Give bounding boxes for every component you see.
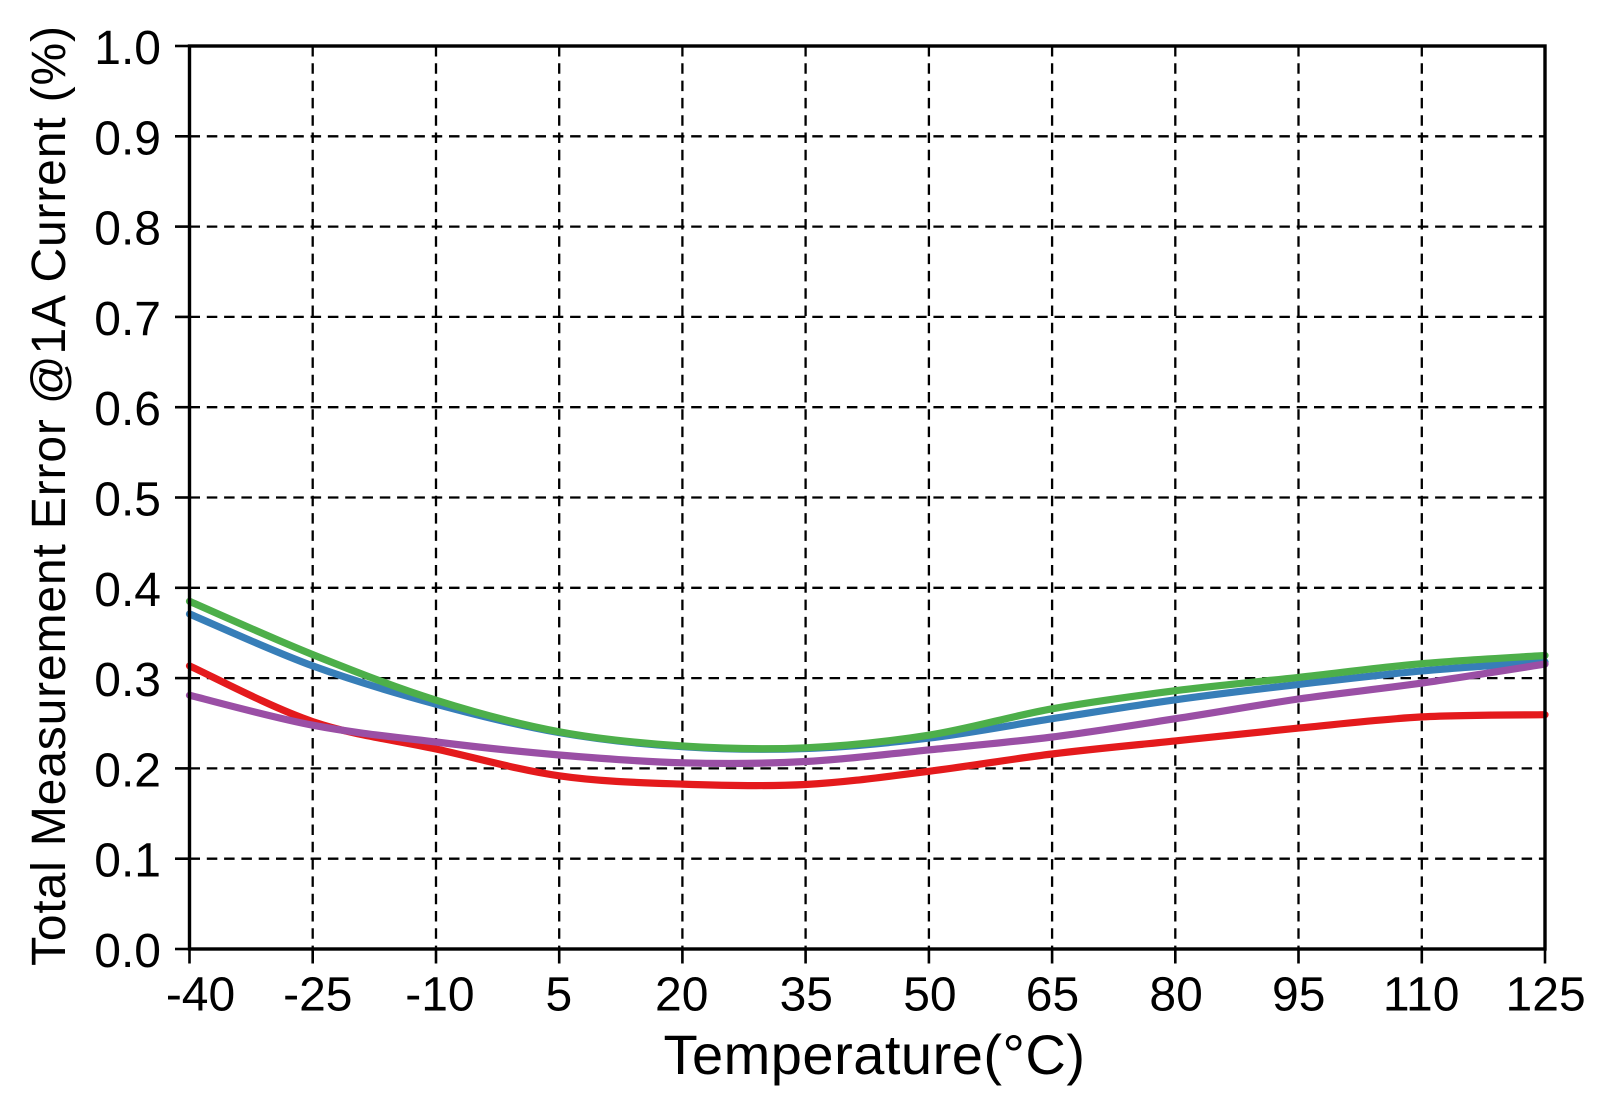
svg-text:95: 95 xyxy=(1272,969,1325,1022)
svg-text:0.3: 0.3 xyxy=(94,654,161,707)
svg-text:35: 35 xyxy=(780,969,833,1022)
svg-text:1.0: 1.0 xyxy=(94,22,161,75)
svg-text:-25: -25 xyxy=(283,969,352,1022)
svg-text:-10: -10 xyxy=(405,969,474,1022)
svg-text:0.8: 0.8 xyxy=(94,203,161,256)
svg-text:80: 80 xyxy=(1149,969,1202,1022)
svg-text:0.9: 0.9 xyxy=(94,112,161,165)
svg-text:-40: -40 xyxy=(166,969,235,1022)
svg-text:0.4: 0.4 xyxy=(94,564,161,617)
svg-text:5: 5 xyxy=(545,969,572,1022)
svg-text:Temperature(°C): Temperature(°C) xyxy=(663,1023,1085,1086)
svg-text:0.0: 0.0 xyxy=(94,925,161,978)
svg-text:20: 20 xyxy=(655,969,708,1022)
svg-text:Total Measurement Error @1A Cu: Total Measurement Error @1A Current (%) xyxy=(23,25,76,966)
svg-text:0.1: 0.1 xyxy=(94,835,161,888)
svg-text:0.2: 0.2 xyxy=(94,744,161,797)
svg-text:50: 50 xyxy=(903,969,956,1022)
svg-text:125: 125 xyxy=(1506,969,1586,1022)
svg-text:65: 65 xyxy=(1026,969,1079,1022)
svg-text:0.7: 0.7 xyxy=(94,293,161,346)
svg-text:110: 110 xyxy=(1383,969,1460,1022)
svg-text:0.6: 0.6 xyxy=(94,383,161,436)
svg-text:0.5: 0.5 xyxy=(94,474,161,527)
